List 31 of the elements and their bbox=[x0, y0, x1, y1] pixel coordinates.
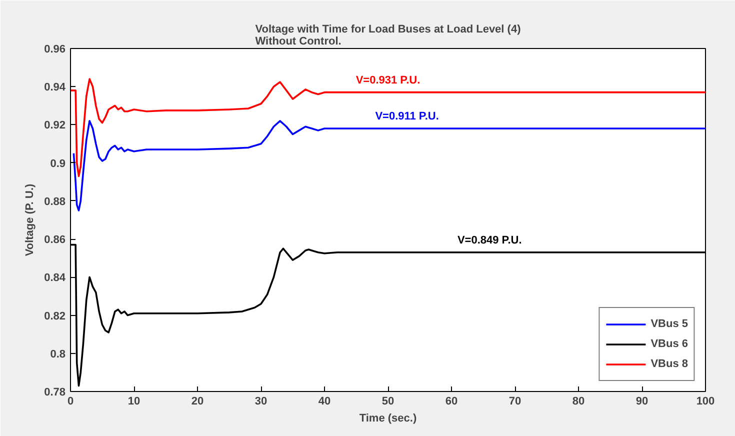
x-tick-label: 80 bbox=[572, 396, 585, 408]
y-tick-label: 0.94 bbox=[44, 82, 66, 94]
annotation: V=0.931 P.U. bbox=[356, 74, 420, 86]
annotation: V=0.849 P.U. bbox=[457, 234, 522, 246]
legend-label: VBus 6 bbox=[650, 338, 688, 350]
y-tick-label: 0.8 bbox=[50, 348, 66, 360]
legend-label: VBus 8 bbox=[650, 358, 688, 370]
x-tick-label: 30 bbox=[254, 396, 268, 408]
y-tick-label: 0.86 bbox=[44, 234, 66, 246]
x-tick-label: 10 bbox=[128, 396, 140, 408]
line-series bbox=[72, 120, 706, 212]
annotation: V=0.911 P.U. bbox=[375, 110, 439, 123]
x-tick-label: 90 bbox=[636, 396, 648, 408]
legend-label: VBus 5 bbox=[650, 318, 688, 330]
x-tick-label: 20 bbox=[191, 396, 204, 408]
y-tick-label: 0.92 bbox=[44, 120, 66, 132]
x-tick-label: 0 bbox=[67, 396, 74, 408]
y-tick-label: 0.96 bbox=[44, 44, 66, 56]
y-tick-label: 0.9 bbox=[50, 158, 66, 170]
x-tick-label: 60 bbox=[445, 396, 458, 408]
y-tick-label: 0.78 bbox=[44, 386, 66, 398]
y-tick-label: 0.84 bbox=[44, 272, 66, 284]
x-axis-title: Time (sec.) bbox=[359, 412, 417, 424]
x-tick-label: 100 bbox=[696, 396, 715, 408]
y-tick-label: 0.88 bbox=[44, 196, 66, 208]
y-axis-title: Voltage (P. U.) bbox=[24, 184, 36, 256]
y-tick-label: 0.82 bbox=[44, 310, 66, 322]
chart-title: Voltage with Time for Load Buses at Load Level (4) Without Control. bbox=[255, 24, 522, 48]
x-tick-label: 40 bbox=[318, 396, 331, 408]
x-tick-label: 70 bbox=[508, 396, 522, 408]
x-tick-label: 50 bbox=[382, 396, 394, 408]
